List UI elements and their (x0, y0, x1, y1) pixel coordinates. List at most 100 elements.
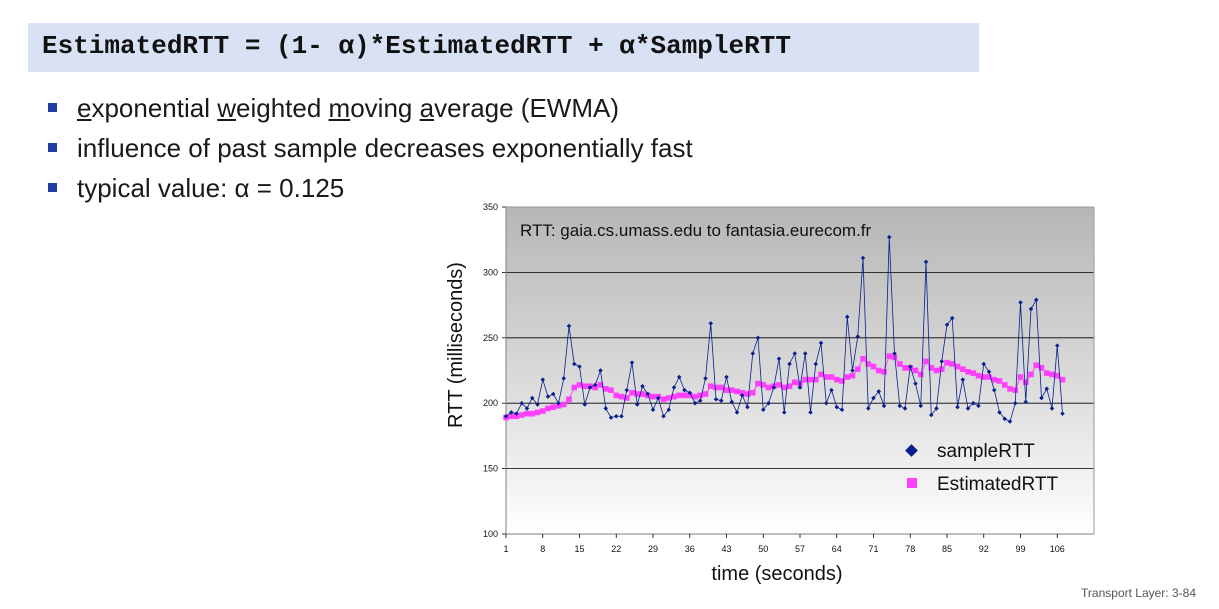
estimatedrtt-point (875, 367, 882, 374)
estimatedrtt-point (959, 366, 966, 372)
estimatedrtt-point (524, 410, 530, 417)
samplertt-point (997, 410, 1002, 415)
samplertt-point (766, 400, 771, 406)
samplertt-point (587, 385, 593, 390)
samplertt-point (813, 361, 819, 367)
x-tick-label: 78 (905, 544, 915, 554)
samplertt-point (692, 400, 698, 406)
bullet-square-icon (48, 103, 57, 112)
samplertt-point (928, 412, 934, 418)
samplertt-point (949, 315, 955, 321)
estimatedrtt-point (865, 361, 872, 367)
x-tick-label: 36 (685, 544, 695, 554)
y-tick-label: 200 (483, 398, 498, 408)
samplertt-point (876, 389, 882, 394)
bullet-text: verage (EWMA) (434, 93, 619, 123)
estimatedrtt-point (965, 369, 971, 375)
samplertt-point (524, 406, 530, 411)
samplertt-point (535, 402, 540, 407)
samplertt-point (718, 398, 724, 403)
samplertt-point (682, 387, 687, 393)
bullet-text: xponential (91, 93, 218, 123)
estimatedrtt-point (980, 374, 987, 380)
estimatedrtt-point (707, 383, 714, 389)
bullet-text: e (77, 93, 92, 123)
estimatedrtt-point (797, 380, 803, 387)
bullet-text: typical value: α = 0.125 (77, 173, 345, 203)
x-tick-label: 1 (503, 544, 508, 554)
bullet-text: eighted (236, 93, 329, 123)
samplertt-point (745, 404, 750, 410)
samplertt-point (976, 403, 981, 409)
samplertt-point (1054, 343, 1060, 348)
legend-label-estimatedrtt: EstimatedRTT (937, 474, 1058, 495)
samplertt-point (566, 323, 572, 329)
x-tick-label: 99 (1015, 544, 1025, 554)
samplertt-point (650, 407, 656, 413)
estimatedrtt-point (1043, 370, 1050, 376)
estimatedrtt-point (686, 392, 693, 399)
estimatedrtt-point (1054, 372, 1061, 379)
samplertt-point (577, 364, 582, 369)
estimatedrtt-point (555, 403, 562, 409)
samplertt-point (1023, 399, 1029, 405)
bullet-square-icon (48, 183, 57, 192)
samplertt-point (608, 415, 614, 420)
estimatedrtt-point (944, 359, 950, 366)
samplertt-point (629, 360, 635, 365)
samplertt-point (881, 403, 887, 409)
samplertt-point (760, 407, 766, 413)
samplertt-point (823, 400, 829, 406)
estimatedrtt-point (676, 392, 683, 399)
x-tick-label: 106 (1050, 544, 1065, 554)
bullet-text: w (217, 93, 237, 123)
estimatedrtt-point (518, 412, 525, 418)
samplertt-point (797, 385, 803, 390)
estimatedrtt-point (1049, 371, 1055, 378)
samplertt-point (1018, 300, 1023, 305)
samplertt-point (1049, 406, 1055, 411)
samplertt-point (619, 414, 624, 419)
samplertt-point (550, 391, 556, 397)
bullet-square-icon (48, 143, 57, 152)
samplertt-point (865, 406, 871, 411)
samplertt-point (556, 400, 561, 406)
samplertt-point (781, 410, 787, 415)
y-axis-label: RTT (milliseconds) (445, 262, 467, 428)
estimatedrtt-point (844, 374, 851, 380)
samplertt-point (829, 387, 834, 393)
samplertt-point (645, 391, 651, 397)
samplertt-point (613, 414, 619, 419)
samplertt-point (902, 406, 908, 411)
estimatedrtt-point (991, 376, 998, 383)
y-tick-label: 350 (483, 202, 498, 212)
bullet-text: m (328, 93, 351, 123)
formula-box (28, 23, 979, 72)
estimatedrtt-point (923, 358, 929, 365)
estimatedrtt-point (639, 391, 646, 397)
estimatedrtt-point (1022, 379, 1029, 386)
samplertt-point (986, 369, 992, 375)
bullet-text: influence of past sample decreases expon… (77, 133, 693, 163)
estimatedrtt-point (629, 389, 635, 396)
estimatedrtt-point (833, 376, 840, 383)
x-tick-label: 29 (648, 544, 658, 554)
estimatedrtt-point (970, 370, 977, 376)
samplertt-point (850, 368, 855, 373)
samplertt-point (571, 361, 577, 367)
bullet-item: exponential weighted moving average (EWM… (48, 90, 693, 130)
samplertt-point (1044, 386, 1050, 392)
estimatedrtt-point (886, 353, 893, 359)
estimatedrtt-point (781, 384, 788, 391)
samplertt-point (944, 322, 950, 327)
estimatedrtt-point (1033, 362, 1040, 369)
samplertt-point (750, 351, 756, 356)
estimatedrtt-point (823, 374, 830, 380)
samplertt-point (540, 377, 546, 382)
samplertt-point (1028, 306, 1034, 312)
estimatedrtt-point (734, 388, 740, 395)
samplertt-point (934, 406, 939, 411)
samplertt-point (965, 406, 971, 411)
legend-marker-estimatedrtt (907, 478, 917, 488)
estimatedrtt-point (539, 408, 546, 414)
